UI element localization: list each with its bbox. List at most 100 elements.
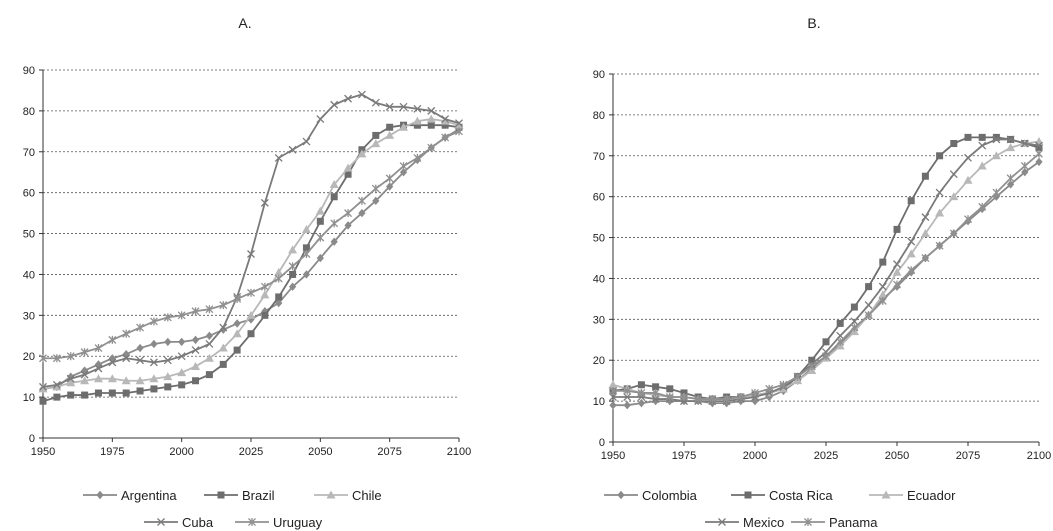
data-point: [779, 380, 788, 389]
data-point: [441, 115, 450, 124]
legend-label: Chile: [352, 488, 382, 503]
x-tick-label: 1950: [31, 446, 55, 458]
data-point: [205, 339, 214, 348]
legend-label: Ecuador: [907, 488, 956, 503]
data-point: [907, 237, 916, 246]
series-costa-rica: [609, 133, 1043, 403]
data-point: [52, 380, 61, 389]
data-point: [66, 352, 75, 361]
data-point: [385, 130, 395, 139]
y-tick-label: 10: [23, 392, 35, 404]
data-point: [275, 293, 283, 301]
data-point: [247, 330, 255, 338]
data-point: [1020, 139, 1029, 148]
legend-marker: [157, 518, 165, 526]
legend-marker: [881, 490, 891, 499]
x-tick-label: 2100: [1027, 450, 1051, 462]
data-point: [949, 170, 958, 179]
data-point: [893, 280, 901, 289]
chart-panel-b: B. 0 10 20 30 40 50 60 70 80 90 1950 1975 2000 2025 20…: [548, 0, 1053, 531]
data-point: [122, 349, 130, 359]
data-point: [66, 374, 75, 383]
data-point: [80, 376, 90, 385]
data-point: [978, 141, 987, 150]
data-point: [81, 391, 89, 399]
x-tick-label: 2050: [308, 446, 332, 458]
data-point: [651, 395, 660, 404]
data-point: [807, 362, 816, 371]
data-point: [964, 133, 972, 141]
legend-label: Brazil: [242, 488, 275, 503]
data-point: [949, 192, 959, 201]
y-tick-label: 30: [23, 310, 35, 322]
data-point: [836, 337, 845, 346]
data-point: [1006, 135, 1015, 144]
data-point: [149, 374, 159, 383]
y-tick-label: 70: [23, 147, 35, 159]
data-point: [163, 356, 172, 365]
data-point: [372, 131, 380, 139]
data-point: [623, 401, 631, 410]
data-point: [386, 182, 394, 191]
data-point: [991, 151, 1001, 160]
data-point: [680, 393, 688, 402]
data-point: [1006, 143, 1016, 152]
data-point: [329, 179, 339, 188]
legend-label: Panama: [829, 515, 878, 530]
data-point: [344, 94, 353, 103]
data-point: [850, 303, 858, 311]
data-point: [992, 133, 1000, 141]
data-point: [94, 364, 103, 373]
legend-item: Colombia: [604, 488, 698, 503]
data-point: [136, 343, 144, 353]
data-point: [864, 301, 873, 309]
data-point: [1006, 174, 1015, 183]
data-point: [274, 267, 284, 276]
data-point: [274, 153, 283, 162]
data-point: [122, 354, 131, 363]
data-point: [219, 301, 228, 310]
data-point: [964, 215, 972, 224]
data-point: [316, 253, 324, 263]
data-point: [936, 152, 944, 160]
legend-item: Argentina: [83, 488, 177, 503]
data-point: [164, 383, 172, 391]
data-point: [652, 383, 660, 391]
y-tick-label: 90: [593, 69, 605, 81]
series-argentina: [39, 125, 463, 394]
data-point: [219, 325, 227, 334]
data-point: [836, 319, 844, 327]
legend: Argentina Brazil Chile Cuba Uruguay: [83, 488, 382, 530]
data-point: [609, 393, 617, 401]
data-point: [246, 310, 256, 319]
data-point: [177, 352, 186, 361]
data-point: [878, 282, 887, 291]
data-point: [357, 90, 366, 99]
data-point: [736, 393, 745, 402]
x-tick-label: 2100: [447, 446, 471, 458]
data-point: [149, 358, 158, 367]
data-point: [455, 127, 463, 136]
chart-title: A.: [238, 15, 252, 31]
data-point: [1021, 167, 1029, 177]
data-point: [149, 317, 158, 326]
data-point: [907, 197, 915, 205]
data-point: [163, 372, 173, 381]
y-tick-label: 40: [23, 269, 35, 281]
x-tick-label: 1975: [100, 446, 124, 458]
data-point: [192, 377, 200, 385]
series-line: [613, 153, 1040, 400]
data-point: [441, 121, 449, 129]
data-point: [136, 323, 145, 332]
data-point: [920, 228, 930, 237]
data-point: [107, 374, 117, 383]
data-point: [301, 224, 311, 233]
data-point: [316, 217, 324, 225]
chart-panel-a: A. 0 10 20 30 40 50 60 70 80 90 1950 1975 2000 2025 20…: [0, 0, 500, 531]
data-point: [330, 193, 338, 201]
data-point: [108, 358, 117, 367]
data-point: [330, 100, 339, 109]
data-point: [289, 270, 297, 278]
x-tick-label: 2025: [814, 450, 838, 462]
y-tick-label: 0: [599, 437, 605, 449]
